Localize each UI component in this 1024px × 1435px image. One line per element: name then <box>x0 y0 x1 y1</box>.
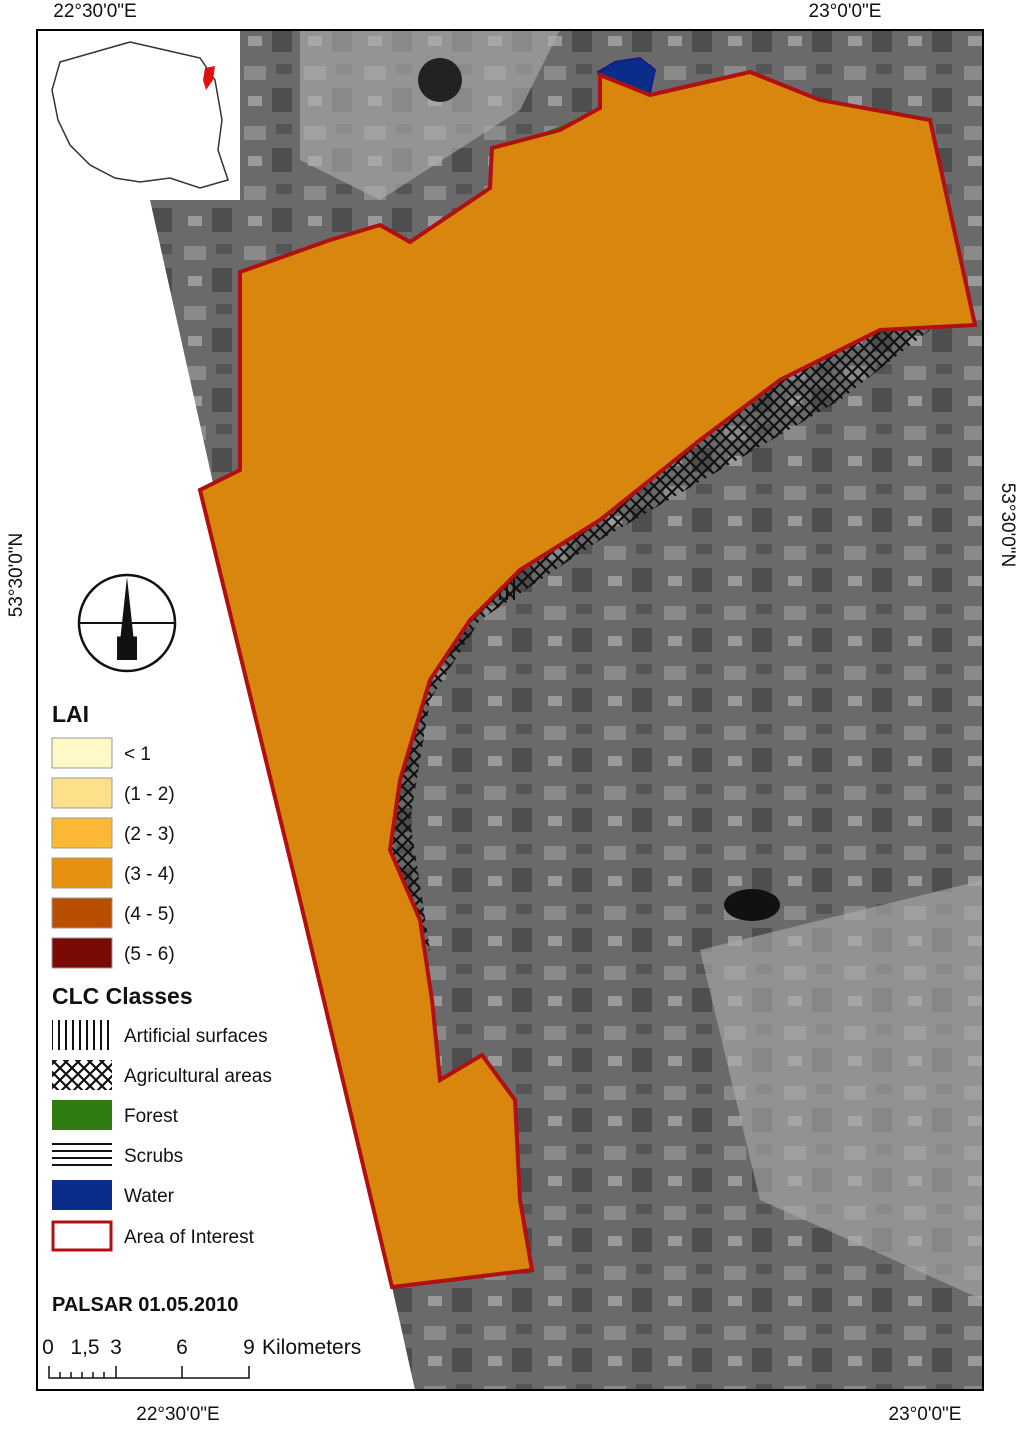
coord-label: 22°30'0"E <box>53 1 136 22</box>
legend-label: Water <box>124 1186 175 1207</box>
coord-label: 23°0'0"E <box>889 1404 962 1425</box>
legend-swatch <box>52 1140 112 1170</box>
coord-label: 53°30'0"N <box>997 483 1018 568</box>
scale-label: 6 <box>176 1336 188 1359</box>
legend-label: Artificial surfaces <box>124 1026 268 1047</box>
lai-swatches <box>51 737 113 969</box>
scale-label: 1,5 <box>70 1336 99 1359</box>
legend-label: (1 - 2) <box>124 784 175 805</box>
legend-label: Agricultural areas <box>124 1066 272 1087</box>
scale-label: 0 <box>42 1336 54 1359</box>
legend-label: (3 - 4) <box>124 864 175 885</box>
legend-label: Scrubs <box>124 1146 183 1167</box>
north-label: N <box>115 630 140 668</box>
scale-unit: Kilometers <box>262 1336 361 1359</box>
legend-swatch <box>52 1060 112 1090</box>
legend-swatch <box>52 1180 112 1210</box>
poland-outline <box>51 41 229 189</box>
frame-border <box>36 29 984 1391</box>
scale-label: 3 <box>110 1336 122 1359</box>
coord-label: 53°30'0"N <box>6 533 27 618</box>
inset-aoi <box>203 66 215 90</box>
legend-label: (4 - 5) <box>124 904 175 925</box>
north-arrow: N <box>77 573 177 673</box>
coord-label: 23°0'0"E <box>809 1 882 22</box>
legend-label: (5 - 6) <box>124 944 175 965</box>
legend-swatch <box>52 1100 112 1130</box>
lake <box>724 889 780 921</box>
scale-bar: 0 1,5 3 6 9 Kilometers <box>42 1336 361 1379</box>
legend-label: (2 - 3) <box>124 824 175 845</box>
coord-label: 22°30'0"E <box>136 1404 219 1425</box>
legend-title: LAI <box>52 701 89 727</box>
legend-label: Area of Interest <box>124 1227 255 1248</box>
scale-label: 9 <box>243 1336 255 1359</box>
legend-label: Forest <box>124 1106 179 1127</box>
source-label: PALSAR 01.05.2010 <box>52 1294 238 1316</box>
light-area <box>300 30 560 200</box>
legend-swatch <box>51 1220 113 1252</box>
legend-label: < 1 <box>124 744 151 765</box>
legend-title: CLC Classes <box>52 983 193 1009</box>
legend-swatch <box>52 1020 112 1050</box>
inset-map <box>38 31 240 200</box>
light-area <box>700 880 983 1300</box>
lake <box>418 58 462 102</box>
